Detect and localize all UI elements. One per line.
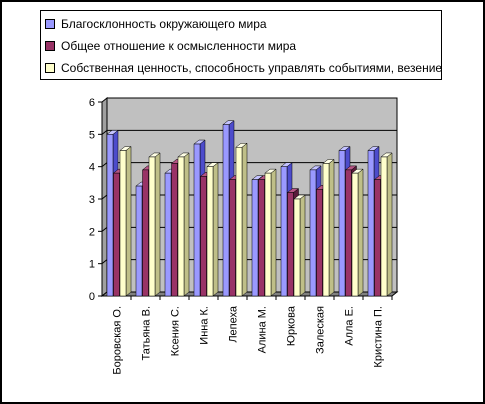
gridline: [101, 129, 108, 135]
bar: [287, 192, 294, 297]
bar: [293, 198, 301, 297]
bar-side: [241, 142, 248, 297]
y-tick-label: 3: [89, 194, 95, 206]
bar-side: [386, 152, 393, 297]
x-tick-label: Залеская: [315, 306, 327, 354]
bar: [229, 179, 236, 297]
bar-side: [212, 162, 219, 297]
y-tick-label: 1: [89, 259, 95, 271]
y-tick-label: 2: [89, 226, 95, 238]
bar: [258, 179, 265, 297]
bar: [206, 166, 214, 297]
x-tick-label: Инна К.: [199, 306, 211, 345]
x-tick-label: Ксения С.: [170, 306, 182, 356]
gridline: [101, 194, 108, 200]
y-tick-label: 4: [89, 162, 95, 174]
gridline: [101, 259, 108, 265]
legend-swatch: [45, 63, 55, 73]
x-tick-label: Татьяна В.: [141, 306, 153, 360]
bar: [235, 147, 243, 297]
x-tick-label: Алина М.: [257, 306, 269, 353]
bar-side: [357, 168, 364, 297]
bar: [380, 156, 388, 297]
x-tick-label: Боровская О.: [112, 306, 124, 375]
legend-label: Собственная ценность, способность управл…: [61, 61, 443, 75]
bar-side: [328, 158, 335, 297]
legend-swatch: [45, 41, 55, 51]
bar: [177, 156, 185, 297]
legend-swatch: [45, 19, 55, 29]
bar: [222, 124, 230, 297]
y-tick-label: 5: [89, 129, 95, 141]
x-tick-label: Кристина П.: [373, 306, 385, 368]
bar: [200, 176, 207, 297]
x-tick-label: Алла Е.: [344, 306, 356, 346]
bar-side: [299, 194, 306, 297]
x-tick-label: Юркова: [286, 305, 298, 346]
bar: [374, 179, 381, 297]
gridline: [101, 162, 108, 168]
legend-item: Благосклонность окружающего мира: [45, 13, 437, 35]
gridline: [101, 226, 108, 232]
bar: [164, 172, 172, 297]
bar-side: [125, 145, 132, 297]
bar: [135, 185, 143, 297]
legend-label: Общее отношение к осмысленности мира: [61, 39, 297, 53]
legend: Благосклонность окружающего мира Общее о…: [40, 10, 442, 80]
bar: [171, 163, 178, 297]
bar: [316, 189, 323, 297]
bar: [264, 172, 272, 297]
bar: [345, 169, 352, 297]
bar-side: [270, 168, 277, 297]
bar: [148, 156, 156, 297]
bar: [367, 150, 375, 297]
bar: [113, 172, 120, 297]
bar: [338, 150, 346, 297]
bar: [280, 166, 288, 297]
bar-side: [154, 152, 161, 297]
bar: [119, 150, 127, 297]
bar: [142, 169, 149, 297]
bar: [351, 172, 359, 297]
bar: [309, 169, 317, 297]
bar: [251, 179, 259, 297]
y-tick-label: 0: [89, 291, 95, 303]
legend-item: Общее отношение к осмысленности мира: [45, 35, 437, 57]
bar-side: [183, 152, 190, 297]
bar: [322, 163, 330, 297]
bar: [193, 143, 201, 297]
legend-item: Собственная ценность, способность управл…: [45, 57, 442, 79]
x-tick-label: Лепеха: [228, 305, 240, 343]
bar: [106, 134, 114, 297]
legend-label: Благосклонность окружающего мира: [61, 17, 267, 31]
y-tick-label: 6: [89, 97, 95, 109]
